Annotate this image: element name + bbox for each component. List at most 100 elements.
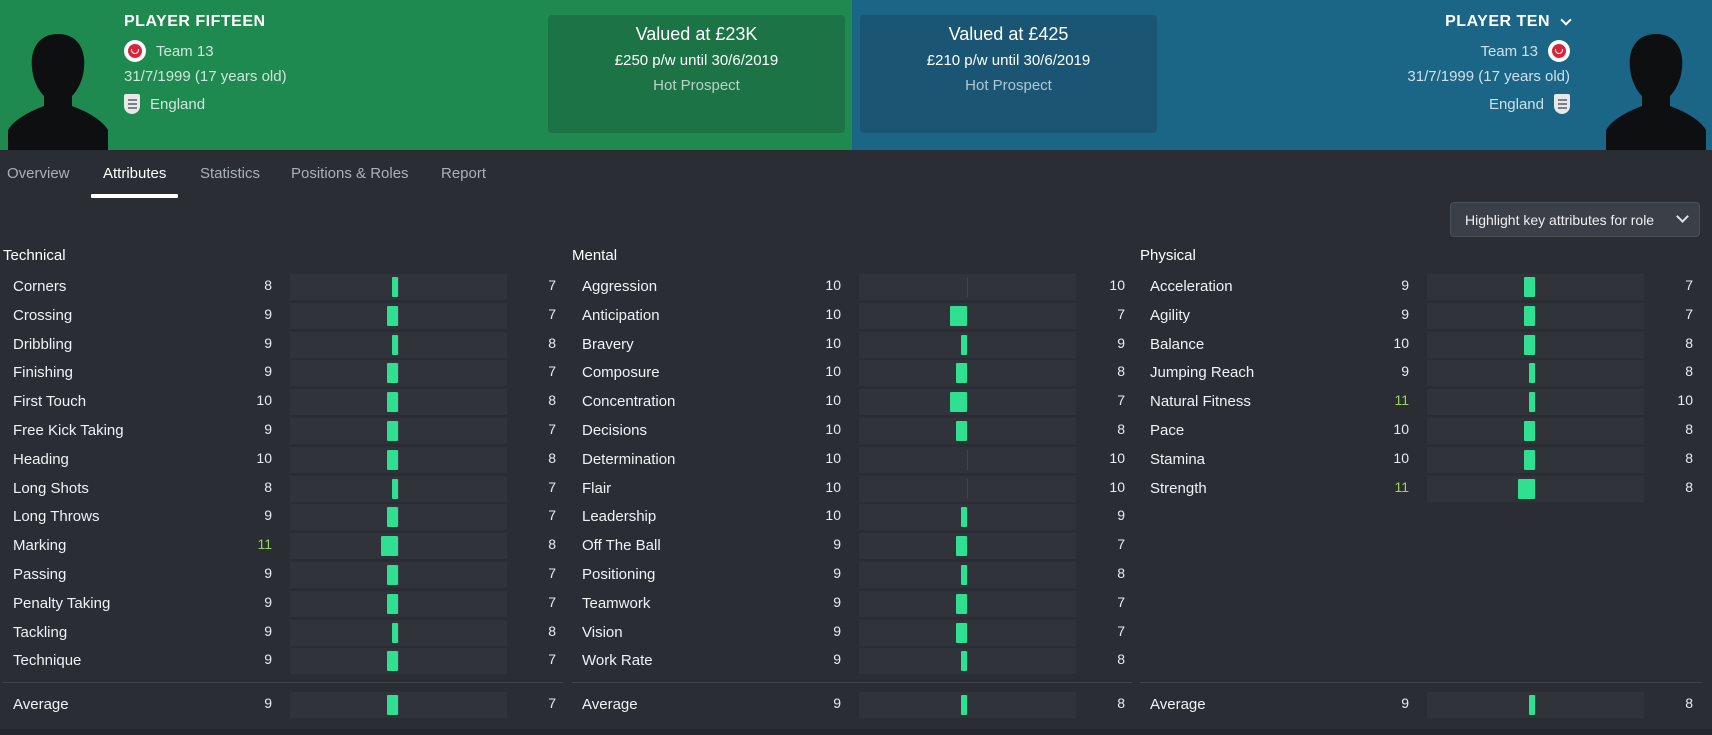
- attribute-row[interactable]: Tackling 9 8: [3, 619, 563, 649]
- attribute-row[interactable]: Long Throws 9 7: [3, 504, 563, 533]
- right-player-value: 8: [1117, 420, 1125, 437]
- attribute-row[interactable]: Technique 9 7: [3, 648, 563, 677]
- left-player-team[interactable]: Team 13: [124, 40, 214, 62]
- comparison-bar: [290, 389, 507, 416]
- attribute-row[interactable]: First Touch 10 8: [3, 389, 563, 418]
- right-player-team[interactable]: Team 13: [1480, 40, 1570, 62]
- attribute-row[interactable]: Heading 10 8: [3, 446, 563, 476]
- attribute-row[interactable]: Composure 10 8: [572, 360, 1132, 389]
- attribute-name: Natural Fitness: [1150, 393, 1251, 411]
- attribute-row[interactable]: Marking 11 8: [3, 533, 563, 562]
- left-player-name[interactable]: PLAYER FIFTEEN: [124, 13, 266, 30]
- attribute-name: Passing: [13, 565, 67, 583]
- comparison-bar: [1427, 389, 1644, 416]
- attribute-row[interactable]: Stamina 10 8: [1140, 446, 1700, 476]
- comparison-bar: [1427, 302, 1644, 329]
- attribute-row[interactable]: Bravery 10 9: [572, 331, 1132, 361]
- right-player-value: 9: [1117, 507, 1125, 524]
- attribute-row[interactable]: Agility 9 7: [1140, 302, 1700, 332]
- attribute-row[interactable]: Jumping Reach 9 8: [1140, 360, 1700, 389]
- right-player-value: 10: [1677, 392, 1693, 409]
- attribute-row[interactable]: Teamwork 9 7: [572, 590, 1132, 620]
- team-label: Team 13: [1480, 42, 1538, 60]
- attribute-row[interactable]: Acceleration 9 7: [1140, 274, 1700, 303]
- attribute-row[interactable]: Passing 9 7: [3, 561, 563, 591]
- attribute-row[interactable]: Strength 11 8: [1140, 475, 1700, 505]
- difference-bar-fill: [961, 651, 967, 672]
- attribute-name: First Touch: [13, 393, 87, 411]
- difference-bar-fill: [961, 564, 967, 585]
- difference-bar-fill: [955, 363, 967, 384]
- attribute-row[interactable]: Positioning 9 8: [572, 561, 1132, 591]
- attribute-row[interactable]: Natural Fitness 11 10: [1140, 389, 1700, 418]
- left-player-value: 9: [264, 593, 272, 610]
- right-player-selector[interactable]: PLAYER TEN: [1445, 13, 1572, 31]
- difference-bar-fill: [386, 363, 398, 384]
- tab-statistics[interactable]: Statistics: [200, 165, 261, 182]
- section-title: Physical: [1140, 247, 1196, 264]
- attribute-name: Technique: [13, 652, 82, 670]
- left-player-value: 10: [825, 478, 841, 495]
- section-title: Mental: [572, 247, 618, 264]
- right-player-value: 7: [548, 478, 556, 495]
- left-player-value: 10: [825, 507, 841, 524]
- comparison-bar: [290, 331, 507, 358]
- comparison-bar: [859, 302, 1076, 329]
- average-row-content[interactable]: Average 9 8: [1140, 692, 1700, 721]
- left-player-value: 9: [264, 334, 272, 351]
- left-player-value: 10: [825, 277, 841, 293]
- attribute-row[interactable]: Anticipation 10 7: [572, 302, 1132, 332]
- england-crest-icon: [124, 94, 140, 114]
- attribute-row[interactable]: Determination 10 10: [572, 446, 1132, 476]
- left-player-value: 10: [1393, 420, 1409, 437]
- attribute-name: Determination: [582, 450, 676, 468]
- comparison-bar: [290, 417, 507, 444]
- difference-bar-fill: [1523, 334, 1535, 355]
- right-player-value: 8: [1117, 564, 1125, 581]
- attribute-name: Vision: [582, 623, 623, 641]
- attribute-row[interactable]: Off The Ball 9 7: [572, 533, 1132, 562]
- attribute-row[interactable]: Penalty Taking 9 7: [3, 590, 563, 620]
- attribute-name: Acceleration: [1150, 278, 1233, 295]
- comparison-bar: [859, 561, 1076, 588]
- attribute-row[interactable]: Long Shots 8 7: [3, 475, 563, 505]
- attribute-name: Positioning: [582, 565, 656, 583]
- attribute-row[interactable]: Work Rate 9 8: [572, 648, 1132, 677]
- attribute-row[interactable]: Corners 8 7: [3, 274, 563, 303]
- tab-report[interactable]: Report: [441, 165, 487, 182]
- attribute-row[interactable]: Vision 9 7: [572, 619, 1132, 649]
- comparison-bar: [1427, 274, 1644, 300]
- left-player-value: 10: [825, 449, 841, 466]
- average-row-content[interactable]: Average 9 8: [572, 692, 1132, 721]
- attribute-row[interactable]: Aggression 10 10: [572, 274, 1132, 303]
- attribute-row[interactable]: Decisions 10 8: [572, 417, 1132, 447]
- difference-bar-fill: [1523, 449, 1535, 470]
- attribute-row[interactable]: Flair 10 10: [572, 475, 1132, 505]
- tab-positions-roles[interactable]: Positions & Roles: [291, 165, 409, 182]
- attribute-row[interactable]: Dribbling 9 8: [3, 331, 563, 361]
- right-player-value: 7: [548, 305, 556, 322]
- comparison-bar: [1427, 475, 1644, 502]
- average-row-content[interactable]: Average 9 7: [3, 692, 563, 721]
- attribute-row[interactable]: Finishing 9 7: [3, 360, 563, 389]
- attribute-name: Stamina: [1150, 450, 1206, 468]
- attribute-row[interactable]: Leadership 10 9: [572, 504, 1132, 533]
- tab-attributes[interactable]: Attributes: [90, 150, 179, 200]
- attribute-name: Free Kick Taking: [13, 421, 124, 439]
- attribute-name: Corners: [13, 278, 67, 295]
- right-player-value: 8: [548, 334, 556, 351]
- highlight-key-attributes-dropdown[interactable]: Highlight key attributes for role: [1450, 202, 1700, 237]
- average-row: Average 9 8: [572, 692, 1132, 720]
- attribute-row[interactable]: Pace 10 8: [1140, 417, 1700, 447]
- right-player-nation[interactable]: England: [1489, 94, 1570, 114]
- attribute-row[interactable]: Concentration 10 7: [572, 389, 1132, 418]
- comparison-bar: [290, 475, 507, 502]
- tab-overview[interactable]: Overview: [7, 165, 70, 182]
- right-player-value: 8: [1685, 478, 1693, 495]
- attribute-row[interactable]: Balance 10 8: [1140, 331, 1700, 361]
- right-wage: £210 p/w until 30/6/2019: [926, 52, 1091, 69]
- right-player-value: 7: [548, 420, 556, 437]
- attribute-row[interactable]: Free Kick Taking 9 7: [3, 417, 563, 447]
- attribute-row[interactable]: Crossing 9 7: [3, 302, 563, 332]
- left-player-nation[interactable]: England: [124, 94, 205, 114]
